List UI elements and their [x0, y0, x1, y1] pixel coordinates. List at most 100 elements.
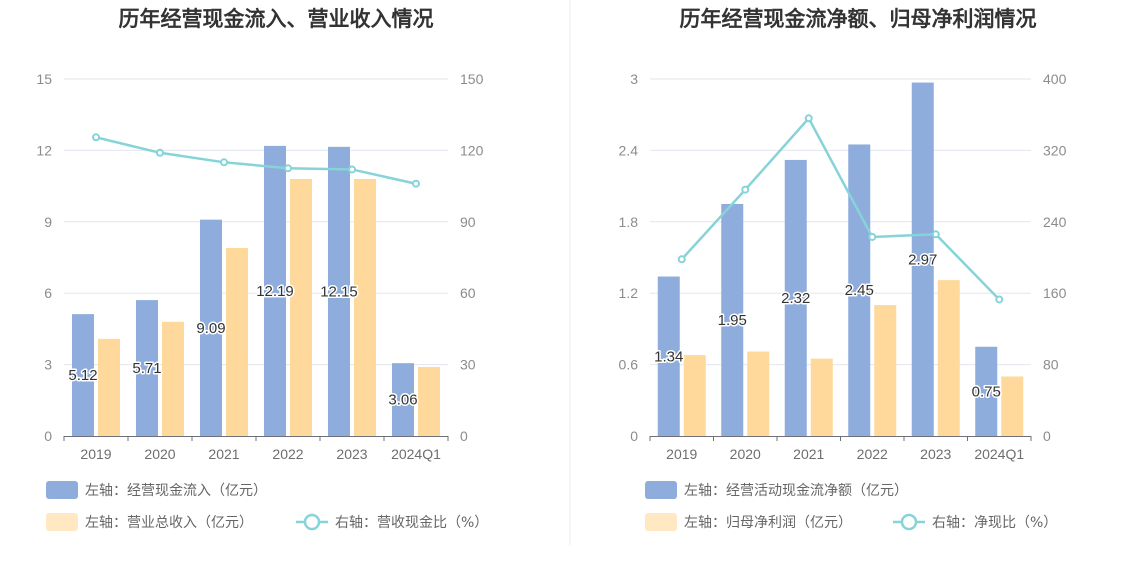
- secondary-bar: [98, 338, 120, 436]
- left-axis-tick: 1.2: [619, 285, 639, 301]
- legend-line-marker: [900, 513, 918, 531]
- secondary-bar: [683, 355, 706, 436]
- left-axis-tick: 1.8: [619, 214, 639, 230]
- ratio-point: [92, 133, 100, 142]
- cash-inflow-revenue-chart: 历年经营现金流入、营业收入情况 0 0 3 30 6 60 9 90 12 120 15 150 2019…: [36, 7, 488, 531]
- chart-title: 历年经营现金流入、营业收入情况: [119, 7, 434, 31]
- right-axis-tick: 0: [1043, 428, 1051, 444]
- x-axis-tick: 2022: [857, 446, 888, 462]
- primary-bar: [657, 276, 680, 436]
- right-axis-tick: 150: [460, 71, 484, 87]
- legend-label: 左轴：经营现金流入（亿元）: [85, 483, 267, 499]
- x-axis-tick: 2023: [920, 446, 951, 462]
- x-axis-tick: 2024Q1: [391, 446, 441, 462]
- legend-item[interactable]: 左轴：营业总收入（亿元）: [46, 513, 253, 531]
- ratio-point: [156, 148, 164, 157]
- chart-title: 历年经营现金流净额、归母净利润情况: [680, 7, 1037, 31]
- right-axis-tick: 240: [1043, 214, 1067, 230]
- x-axis-tick: 2020: [730, 446, 761, 462]
- ratio-point: [677, 255, 686, 264]
- primary-bar: [975, 346, 998, 436]
- legend-label: 左轴：经营活动现金流净额（亿元）: [684, 483, 908, 499]
- ratio-point: [220, 158, 228, 167]
- legend-label: 右轴：营收现金比（%）: [335, 515, 488, 531]
- primary-bar: [392, 363, 414, 436]
- legend-item[interactable]: 右轴：净现比（%）: [893, 513, 1057, 531]
- legend-swatch: [645, 481, 677, 499]
- ratio-line: [680, 116, 1001, 301]
- ratio-point: [741, 185, 750, 194]
- x-axis-tick: 2022: [272, 446, 303, 462]
- bar-value-label: 0.75: [972, 383, 1001, 400]
- primary-bar: [784, 159, 807, 437]
- primary-bar: [200, 219, 222, 436]
- bar-value-label: 1.95: [718, 312, 747, 329]
- right-axis-tick: 80: [1043, 357, 1059, 373]
- right-axis-tick: 30: [460, 357, 476, 373]
- secondary-bar: [290, 178, 312, 436]
- secondary-bar: [810, 358, 833, 436]
- left-axis-tick: 0: [44, 428, 52, 444]
- primary-bar: [328, 146, 350, 436]
- x-axis-tick: 2024Q1: [974, 446, 1024, 462]
- secondary-bar: [226, 247, 248, 436]
- primary-bar: [264, 145, 286, 437]
- left-axis-tick: 9: [44, 214, 52, 230]
- bar-value-label: 12.15: [320, 283, 358, 300]
- legend-label: 左轴：营业总收入（亿元）: [85, 515, 253, 531]
- x-axis-tick: 2019: [80, 446, 111, 462]
- ratio-point: [868, 232, 877, 241]
- right-axis-tick: 120: [460, 142, 484, 158]
- bar-value-label: 5.71: [132, 360, 161, 377]
- legend-label: 左轴：归母净利润（亿元）: [684, 514, 852, 531]
- ratio-point: [284, 164, 292, 173]
- left-axis-tick: 0.6: [619, 357, 639, 373]
- left-axis-tick: 3: [44, 357, 52, 373]
- secondary-bar: [874, 305, 897, 436]
- ratio-point: [995, 295, 1004, 304]
- legend-item[interactable]: 左轴：经营活动现金流净额（亿元）: [645, 481, 908, 499]
- x-axis-tick: 2020: [144, 446, 175, 462]
- primary-bar: [136, 300, 158, 436]
- left-axis-tick: 0: [630, 428, 638, 444]
- bar-value-label: 5.12: [68, 367, 97, 384]
- bar-value-label: 3.06: [388, 392, 417, 409]
- right-axis-tick: 160: [1043, 285, 1067, 301]
- secondary-bar: [418, 366, 440, 436]
- secondary-bar: [354, 178, 376, 436]
- x-axis-tick: 2021: [793, 446, 824, 462]
- bar-value-label: 2.45: [845, 282, 874, 299]
- bar-value-label: 2.32: [781, 290, 810, 307]
- secondary-bar: [747, 351, 770, 436]
- left-axis-tick: 15: [36, 71, 52, 87]
- ratio-point: [804, 114, 813, 123]
- left-axis-tick: 2.4: [619, 142, 639, 158]
- secondary-bar: [937, 280, 960, 436]
- x-axis-tick: 2023: [336, 446, 367, 462]
- ratio-line: [95, 136, 417, 185]
- left-axis-tick: 3: [630, 71, 638, 87]
- legend-item[interactable]: 左轴：归母净利润（亿元）: [645, 513, 852, 531]
- legend-line-marker: [303, 513, 321, 531]
- legend-swatch: [645, 513, 677, 531]
- net-cashflow-profit-chart: 历年经营现金流净额、归母净利润情况 0 0 0.6 80 1.2 160 1.8 240 2.4 3…: [619, 7, 1067, 531]
- primary-bar: [72, 314, 94, 436]
- right-axis-tick: 0: [460, 428, 468, 444]
- right-axis-tick: 60: [460, 285, 476, 301]
- legend-item[interactable]: 右轴：营收现金比（%）: [296, 513, 488, 531]
- right-axis-tick: 90: [460, 214, 476, 230]
- bar-value-label: 12.19: [256, 283, 294, 300]
- legend-item[interactable]: 左轴：经营现金流入（亿元）: [46, 481, 267, 499]
- secondary-bar: [1001, 376, 1024, 436]
- left-axis-tick: 6: [44, 285, 52, 301]
- x-axis-tick: 2019: [666, 446, 697, 462]
- legend-label: 右轴：净现比（%）: [932, 515, 1057, 531]
- primary-bar: [721, 203, 744, 436]
- right-axis-tick: 400: [1043, 71, 1067, 87]
- legend-swatch: [46, 481, 78, 499]
- bar-value-label: 2.97: [908, 251, 937, 268]
- bar-value-label: 1.34: [654, 348, 683, 365]
- bar-value-label: 9.09: [196, 320, 225, 337]
- left-axis-tick: 12: [36, 142, 52, 158]
